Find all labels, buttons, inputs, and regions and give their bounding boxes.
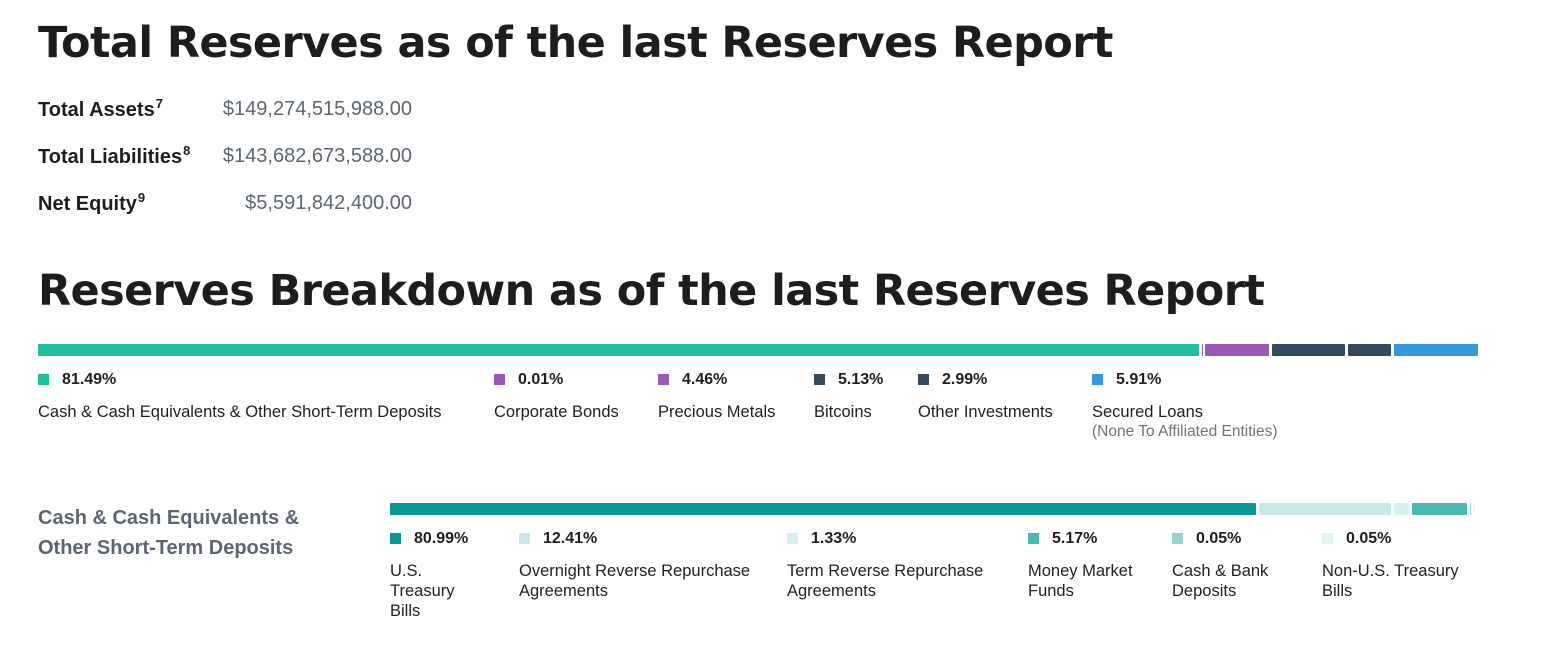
legend-item-corporate-bonds: 0.01% Corporate Bonds xyxy=(494,370,619,422)
legend-percent: 0.05% xyxy=(1172,529,1302,549)
legend-swatch xyxy=(658,374,669,385)
legend-percent: 5.13% xyxy=(814,370,883,390)
total-reserves-title: Total Reserves as of the last Reserves R… xyxy=(38,18,1113,68)
legend-note: (None To Affiliated Entities) xyxy=(1092,423,1278,440)
legend-swatch xyxy=(1092,374,1103,385)
reserves-breakdown-title: Reserves Breakdown as of the last Reserv… xyxy=(38,266,1265,316)
bar-segment-u-s-treasury-bills xyxy=(390,503,1256,515)
legend-item-cash-bank-deposits: 0.05% Cash & Bank Deposits xyxy=(1172,529,1302,601)
bar-segment-non-u-s-treasury-bills xyxy=(1473,503,1475,515)
reserves-breakdown-bar xyxy=(38,344,1478,356)
legend-label: Other Investments xyxy=(918,403,1053,421)
bar-segment-term-reverse-repurchase-agreements xyxy=(1394,503,1409,515)
bar-segment-bitcoins xyxy=(1272,344,1346,356)
total-liabilities-value: $143,682,673,588.00 xyxy=(222,145,412,167)
bar-segment-secured-loans xyxy=(1393,344,1478,356)
legend-item-secured-loans: 5.91% Secured Loans (None To Affiliated En… xyxy=(1092,370,1278,442)
legend-item-bitcoins: 5.13% Bitcoins xyxy=(814,370,883,422)
legend-label: Non-U.S. Treasury Bills xyxy=(1322,562,1459,600)
cash-equivalents-legend: 80.99% U.S. Treasury Bills 12.41% Overnight… xyxy=(390,529,1490,629)
legend-label: Money Market Funds xyxy=(1028,562,1133,600)
legend-percent: 4.46% xyxy=(658,370,775,390)
legend-item-u-s-treasury-bills: 80.99% U.S. Treasury Bills xyxy=(390,529,470,621)
total-assets-value: $149,274,515,988.00 xyxy=(222,98,412,120)
legend-item-cash-cash-equivalents-other-short-term-deposits: 81.49% Cash & Cash Equivalents & Other Sh… xyxy=(38,370,442,422)
bar-segment-precious-metals xyxy=(1205,344,1270,356)
legend-item-overnight-reverse-repurchase-agreements: 12.41% Overnight Reverse Repurchase Agree… xyxy=(519,529,759,601)
bar-segment-overnight-reverse-repurchase-agreements xyxy=(1258,503,1392,515)
legend-swatch xyxy=(1322,533,1333,544)
legend-swatch xyxy=(494,374,505,385)
legend-swatch xyxy=(1028,533,1039,544)
legend-label: Secured Loans xyxy=(1092,403,1203,421)
legend-label: Cash & Cash Equivalents & Other Short-Te… xyxy=(38,403,442,421)
legend-label: Precious Metals xyxy=(658,403,776,421)
legend-percent: 1.33% xyxy=(787,529,1017,549)
legend-percent: 81.49% xyxy=(38,370,442,390)
bar-segment-other-investments xyxy=(1348,344,1391,356)
legend-percent: 2.99% xyxy=(918,370,1053,390)
legend-label: Term Reverse Repurchase Agreements xyxy=(787,562,984,600)
legend-percent: 5.17% xyxy=(1028,529,1158,549)
legend-percent: 12.41% xyxy=(519,529,759,549)
net-equity-label: Net Equity9 xyxy=(38,190,146,215)
legend-item-term-reverse-repurchase-agreements: 1.33% Term Reverse Repurchase Agreements xyxy=(787,529,1017,601)
legend-swatch xyxy=(787,533,798,544)
legend-label: Overnight Reverse Repurchase Agreements xyxy=(519,562,751,600)
legend-item-money-market-funds: 5.17% Money Market Funds xyxy=(1028,529,1158,601)
reserves-breakdown-legend: 81.49% Cash & Cash Equivalents & Other Sh… xyxy=(38,370,1478,450)
cash-equivalents-subtitle: Cash & Cash Equivalents & Other Short-Te… xyxy=(38,507,300,559)
legend-swatch xyxy=(519,533,530,544)
legend-percent: 0.05% xyxy=(1322,529,1462,549)
bar-segment-money-market-funds xyxy=(1411,503,1467,515)
total-assets-label: Total Assets7 xyxy=(38,96,163,121)
legend-item-precious-metals: 4.46% Precious Metals xyxy=(658,370,775,422)
legend-swatch xyxy=(390,533,401,544)
legend-label: Corporate Bonds xyxy=(494,403,619,421)
cash-equivalents-bar xyxy=(390,503,1475,515)
legend-percent: 0.01% xyxy=(494,370,619,390)
legend-item-other-investments: 2.99% Other Investments xyxy=(918,370,1053,422)
legend-label: Bitcoins xyxy=(814,403,872,421)
legend-label: U.S. Treasury Bills xyxy=(390,562,455,620)
total-liabilities-label: Total Liabilities8 xyxy=(38,143,191,168)
bar-segment-cash-cash-equivalents-other-short-term-deposits xyxy=(38,344,1200,356)
net-equity-value: $5,591,842,400.00 xyxy=(245,192,412,214)
legend-item-non-u-s-treasury-bills: 0.05% Non-U.S. Treasury Bills xyxy=(1322,529,1462,601)
legend-swatch xyxy=(918,374,929,385)
legend-percent: 80.99% xyxy=(390,529,470,549)
legend-label: Cash & Bank Deposits xyxy=(1172,562,1269,600)
legend-percent: 5.91% xyxy=(1092,370,1278,390)
legend-swatch xyxy=(38,374,49,385)
bar-segment-cash-bank-deposits xyxy=(1469,503,1471,515)
legend-swatch xyxy=(814,374,825,385)
legend-swatch xyxy=(1172,533,1183,544)
